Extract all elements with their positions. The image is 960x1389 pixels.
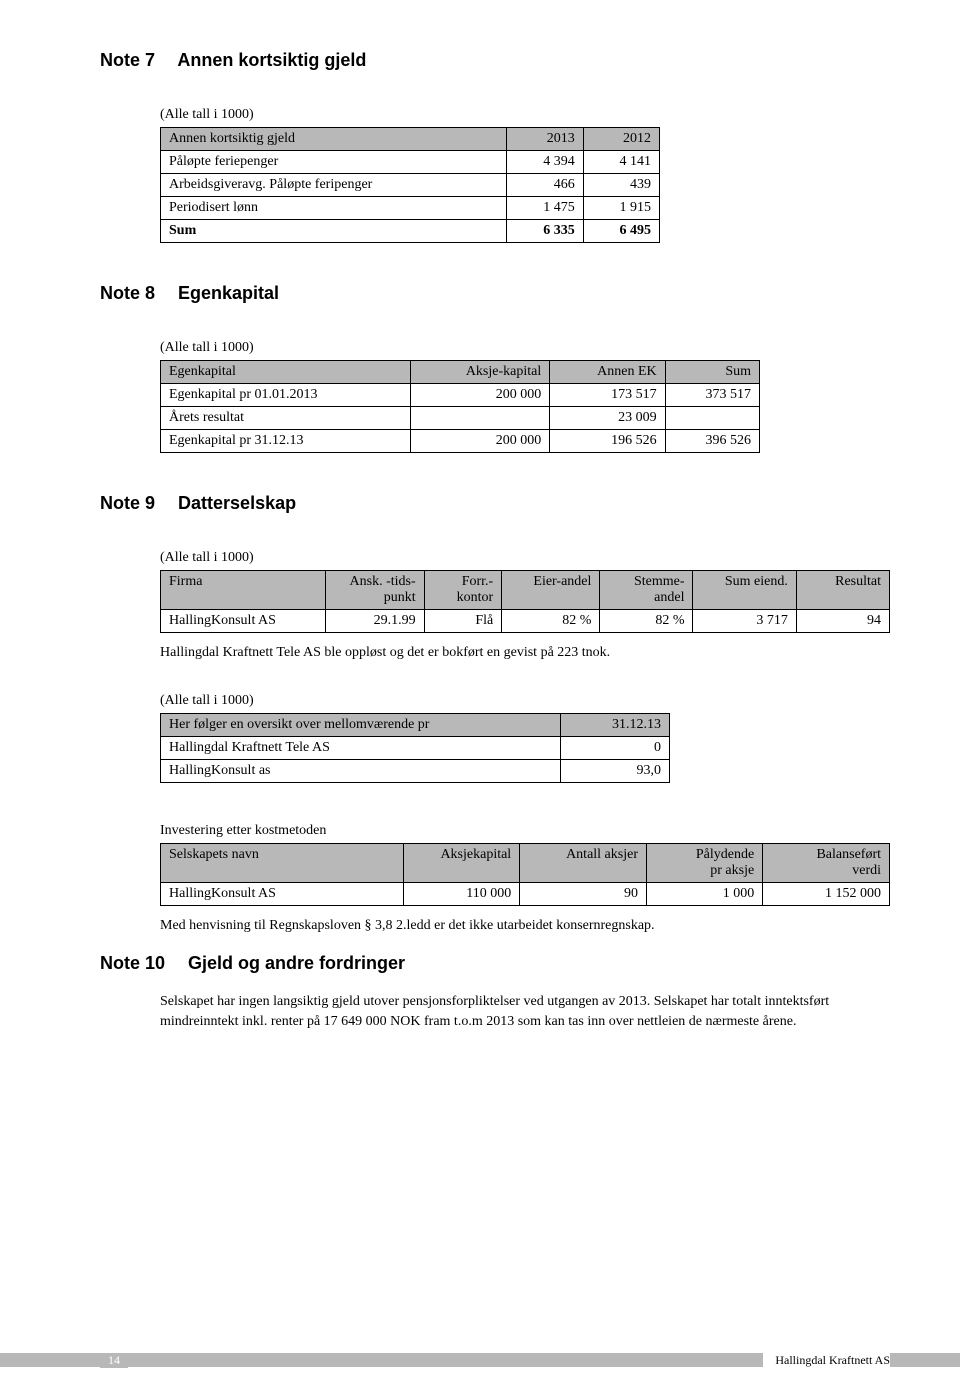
table-cell: Arbeidsgiveravg. Påløpte feripenger	[161, 174, 507, 197]
note8-subnote: (Alle tall i 1000)	[160, 340, 890, 356]
note9-subnote2: (Alle tall i 1000)	[160, 693, 890, 709]
table-cell: HallingKonsult AS	[161, 610, 326, 633]
note9-table1-footnote: Hallingdal Kraftnett Tele AS ble oppløst…	[160, 643, 890, 663]
table-cell: 1 915	[583, 197, 659, 220]
table-header-cell: Her følger en oversikt over mellomværend…	[161, 713, 561, 736]
note9-table3-footnote: Med henvisning til Regnskapsloven § 3,8 …	[160, 916, 890, 936]
table-header-cell: Selskapets navn	[161, 843, 404, 882]
note9-subnote3: Investering etter kostmetoden	[160, 823, 890, 839]
note7-heading: Note 7 Annen kortsiktig gjeld	[100, 50, 890, 71]
note10-para: Selskapet har ingen langsiktig gjeld uto…	[160, 992, 890, 1031]
table-cell: 1 000	[646, 882, 762, 905]
table-cell: Egenkapital pr 31.12.13	[161, 430, 411, 453]
table-header-cell: Aksjekapital	[404, 843, 520, 882]
note10-title: Gjeld og andre fordringer	[188, 953, 405, 973]
table-cell: 90	[520, 882, 647, 905]
table-header-cell: Pålydende pr aksje	[646, 843, 762, 882]
table-header-cell: Sum	[665, 361, 759, 384]
note8-num: Note 8	[100, 283, 155, 303]
note10-heading: Note 10 Gjeld og andre fordringer	[100, 953, 890, 974]
table-cell: Flå	[424, 610, 502, 633]
table-header-cell: Balanseført verdi	[763, 843, 890, 882]
table-cell: 110 000	[404, 882, 520, 905]
table-cell: 0	[561, 736, 670, 759]
table-header-cell: 2012	[583, 128, 659, 151]
page-number: 14	[100, 1353, 128, 1368]
table-cell: 439	[583, 174, 659, 197]
note9-title: Datterselskap	[178, 493, 296, 513]
note7-num: Note 7	[100, 50, 155, 70]
table-header-cell: Antall aksjer	[520, 843, 647, 882]
note9-table1: Firma Ansk. -tids- punkt Forr.- kontor E…	[160, 570, 890, 633]
table-cell: Hallingdal Kraftnett Tele AS	[161, 736, 561, 759]
table-header-cell: 2013	[507, 128, 583, 151]
table-cell: 29.1.99	[326, 610, 424, 633]
table-cell: 23 009	[550, 407, 665, 430]
note10-num: Note 10	[100, 953, 165, 973]
table-cell	[410, 407, 549, 430]
note8-title: Egenkapital	[178, 283, 279, 303]
table-header-cell: Stemme- andel	[600, 571, 693, 610]
table-cell: 196 526	[550, 430, 665, 453]
note8-table: Egenkapital Aksje-kapital Annen EK Sum E…	[160, 360, 760, 453]
table-cell: 3 717	[693, 610, 796, 633]
table-cell: 1 152 000	[763, 882, 890, 905]
note7-subnote: (Alle tall i 1000)	[160, 107, 890, 123]
table-cell: 4 394	[507, 151, 583, 174]
table-cell: 82 %	[502, 610, 600, 633]
table-header-cell: Sum eiend.	[693, 571, 796, 610]
table-cell: Påløpte feriepenger	[161, 151, 507, 174]
table-cell: 82 %	[600, 610, 693, 633]
table-cell: HallingKonsult AS	[161, 882, 404, 905]
table-cell: Sum	[161, 220, 507, 243]
table-cell: 200 000	[410, 430, 549, 453]
table-cell	[665, 407, 759, 430]
table-cell: 6 495	[583, 220, 659, 243]
table-header-cell: Annen kortsiktig gjeld	[161, 128, 507, 151]
note7-title: Annen kortsiktig gjeld	[177, 50, 366, 70]
note7-table: Annen kortsiktig gjeld 2013 2012 Påløpte…	[160, 127, 660, 243]
table-header-cell: Firma	[161, 571, 326, 610]
table-cell: 200 000	[410, 384, 549, 407]
note9-subnote: (Alle tall i 1000)	[160, 550, 890, 566]
table-cell: 94	[796, 610, 889, 633]
table-cell: 93,0	[561, 759, 670, 782]
note9-heading: Note 9 Datterselskap	[100, 493, 890, 514]
table-header-cell: Ansk. -tids- punkt	[326, 571, 424, 610]
table-cell: 6 335	[507, 220, 583, 243]
table-cell: 1 475	[507, 197, 583, 220]
table-cell: 173 517	[550, 384, 665, 407]
table-cell: 373 517	[665, 384, 759, 407]
note9-table2: Her følger en oversikt over mellomværend…	[160, 713, 670, 783]
table-cell: Årets resultat	[161, 407, 411, 430]
table-header-cell: 31.12.13	[561, 713, 670, 736]
table-header-cell: Aksje-kapital	[410, 361, 549, 384]
table-cell: Periodisert lønn	[161, 197, 507, 220]
note8-heading: Note 8 Egenkapital	[100, 283, 890, 304]
table-cell: 396 526	[665, 430, 759, 453]
table-header-cell: Annen EK	[550, 361, 665, 384]
footer-company: Hallingdal Kraftnett AS	[763, 1353, 890, 1368]
table-header-cell: Egenkapital	[161, 361, 411, 384]
table-cell: 466	[507, 174, 583, 197]
page-footer: 14 Hallingdal Kraftnett AS	[0, 1353, 960, 1367]
table-cell: HallingKonsult as	[161, 759, 561, 782]
note9-num: Note 9	[100, 493, 155, 513]
table-cell: Egenkapital pr 01.01.2013	[161, 384, 411, 407]
table-header-cell: Eier-andel	[502, 571, 600, 610]
table-header-cell: Forr.- kontor	[424, 571, 502, 610]
table-cell: 4 141	[583, 151, 659, 174]
note9-table3: Selskapets navn Aksjekapital Antall aksj…	[160, 843, 890, 906]
table-header-cell: Resultat	[796, 571, 889, 610]
